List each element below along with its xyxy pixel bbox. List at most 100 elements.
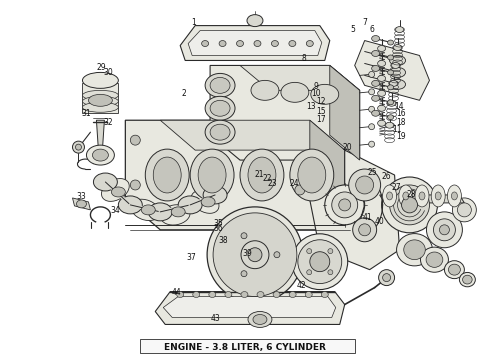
Ellipse shape xyxy=(368,106,375,112)
Ellipse shape xyxy=(395,27,404,32)
Polygon shape xyxy=(97,120,104,150)
Ellipse shape xyxy=(210,77,230,93)
Ellipse shape xyxy=(383,185,396,207)
Ellipse shape xyxy=(379,270,394,285)
Text: 23: 23 xyxy=(267,179,277,188)
Ellipse shape xyxy=(248,157,276,193)
Bar xyxy=(82,84,119,113)
Text: 2: 2 xyxy=(182,89,186,98)
Ellipse shape xyxy=(82,72,119,88)
Ellipse shape xyxy=(82,102,119,112)
Ellipse shape xyxy=(378,105,386,111)
Ellipse shape xyxy=(444,261,465,279)
Ellipse shape xyxy=(225,292,232,298)
Ellipse shape xyxy=(198,157,226,193)
Ellipse shape xyxy=(241,271,247,277)
Ellipse shape xyxy=(368,124,375,130)
Ellipse shape xyxy=(130,180,140,190)
Text: 9: 9 xyxy=(314,82,318,91)
Text: 18: 18 xyxy=(396,118,406,127)
Ellipse shape xyxy=(82,96,119,106)
Text: 44: 44 xyxy=(172,288,181,297)
Ellipse shape xyxy=(315,165,325,175)
Ellipse shape xyxy=(130,135,140,145)
Ellipse shape xyxy=(388,70,393,75)
Ellipse shape xyxy=(193,292,200,298)
Text: 34: 34 xyxy=(111,206,121,215)
Polygon shape xyxy=(188,31,322,55)
Ellipse shape xyxy=(434,219,455,241)
Ellipse shape xyxy=(289,41,296,46)
Text: 8: 8 xyxy=(301,54,306,63)
Ellipse shape xyxy=(447,185,462,207)
Text: 33: 33 xyxy=(76,192,86,201)
Ellipse shape xyxy=(404,240,425,260)
Ellipse shape xyxy=(76,200,86,208)
Text: 17: 17 xyxy=(316,114,325,123)
Ellipse shape xyxy=(205,73,235,97)
Text: 13: 13 xyxy=(306,102,316,111)
Ellipse shape xyxy=(307,249,312,253)
Ellipse shape xyxy=(289,292,296,298)
Text: 40: 40 xyxy=(374,217,384,226)
Text: 10: 10 xyxy=(311,89,320,98)
Text: 42: 42 xyxy=(296,281,306,290)
Ellipse shape xyxy=(82,90,119,100)
Ellipse shape xyxy=(328,270,333,275)
Ellipse shape xyxy=(390,80,397,86)
Ellipse shape xyxy=(378,45,386,51)
Polygon shape xyxy=(160,120,345,150)
Ellipse shape xyxy=(210,124,230,140)
Ellipse shape xyxy=(290,149,334,201)
Ellipse shape xyxy=(386,122,393,128)
Ellipse shape xyxy=(205,96,235,120)
Text: 38: 38 xyxy=(218,237,228,246)
Ellipse shape xyxy=(332,192,358,218)
Ellipse shape xyxy=(463,275,472,284)
Text: 15: 15 xyxy=(316,107,325,116)
Polygon shape xyxy=(355,41,429,100)
Ellipse shape xyxy=(240,149,284,201)
Ellipse shape xyxy=(426,252,443,267)
Polygon shape xyxy=(310,120,345,230)
Polygon shape xyxy=(240,66,360,90)
Ellipse shape xyxy=(94,173,118,191)
Ellipse shape xyxy=(241,292,248,298)
Ellipse shape xyxy=(457,203,471,217)
Ellipse shape xyxy=(178,196,202,214)
Ellipse shape xyxy=(390,67,406,77)
Text: 7: 7 xyxy=(362,18,367,27)
Ellipse shape xyxy=(371,50,380,57)
Ellipse shape xyxy=(401,197,417,213)
Polygon shape xyxy=(210,66,360,160)
Ellipse shape xyxy=(251,80,279,100)
Ellipse shape xyxy=(390,185,429,225)
Ellipse shape xyxy=(371,110,380,116)
Ellipse shape xyxy=(388,100,395,106)
Polygon shape xyxy=(330,66,360,160)
Ellipse shape xyxy=(452,198,476,222)
Ellipse shape xyxy=(190,149,234,201)
Ellipse shape xyxy=(368,71,375,77)
Ellipse shape xyxy=(213,213,297,297)
Text: 6: 6 xyxy=(369,25,374,34)
Ellipse shape xyxy=(356,176,374,194)
Ellipse shape xyxy=(431,185,445,207)
Ellipse shape xyxy=(328,249,333,253)
Ellipse shape xyxy=(325,185,365,225)
Ellipse shape xyxy=(89,94,112,106)
Ellipse shape xyxy=(321,292,328,298)
Ellipse shape xyxy=(460,273,475,287)
Text: 41: 41 xyxy=(362,213,372,222)
Polygon shape xyxy=(125,120,345,230)
Text: 35: 35 xyxy=(213,219,223,228)
Ellipse shape xyxy=(390,80,406,89)
Ellipse shape xyxy=(388,85,393,90)
Ellipse shape xyxy=(191,190,219,213)
Ellipse shape xyxy=(368,141,375,147)
Ellipse shape xyxy=(241,233,247,239)
Ellipse shape xyxy=(419,192,425,200)
Ellipse shape xyxy=(388,100,393,105)
Polygon shape xyxy=(73,198,91,210)
Ellipse shape xyxy=(111,187,125,197)
